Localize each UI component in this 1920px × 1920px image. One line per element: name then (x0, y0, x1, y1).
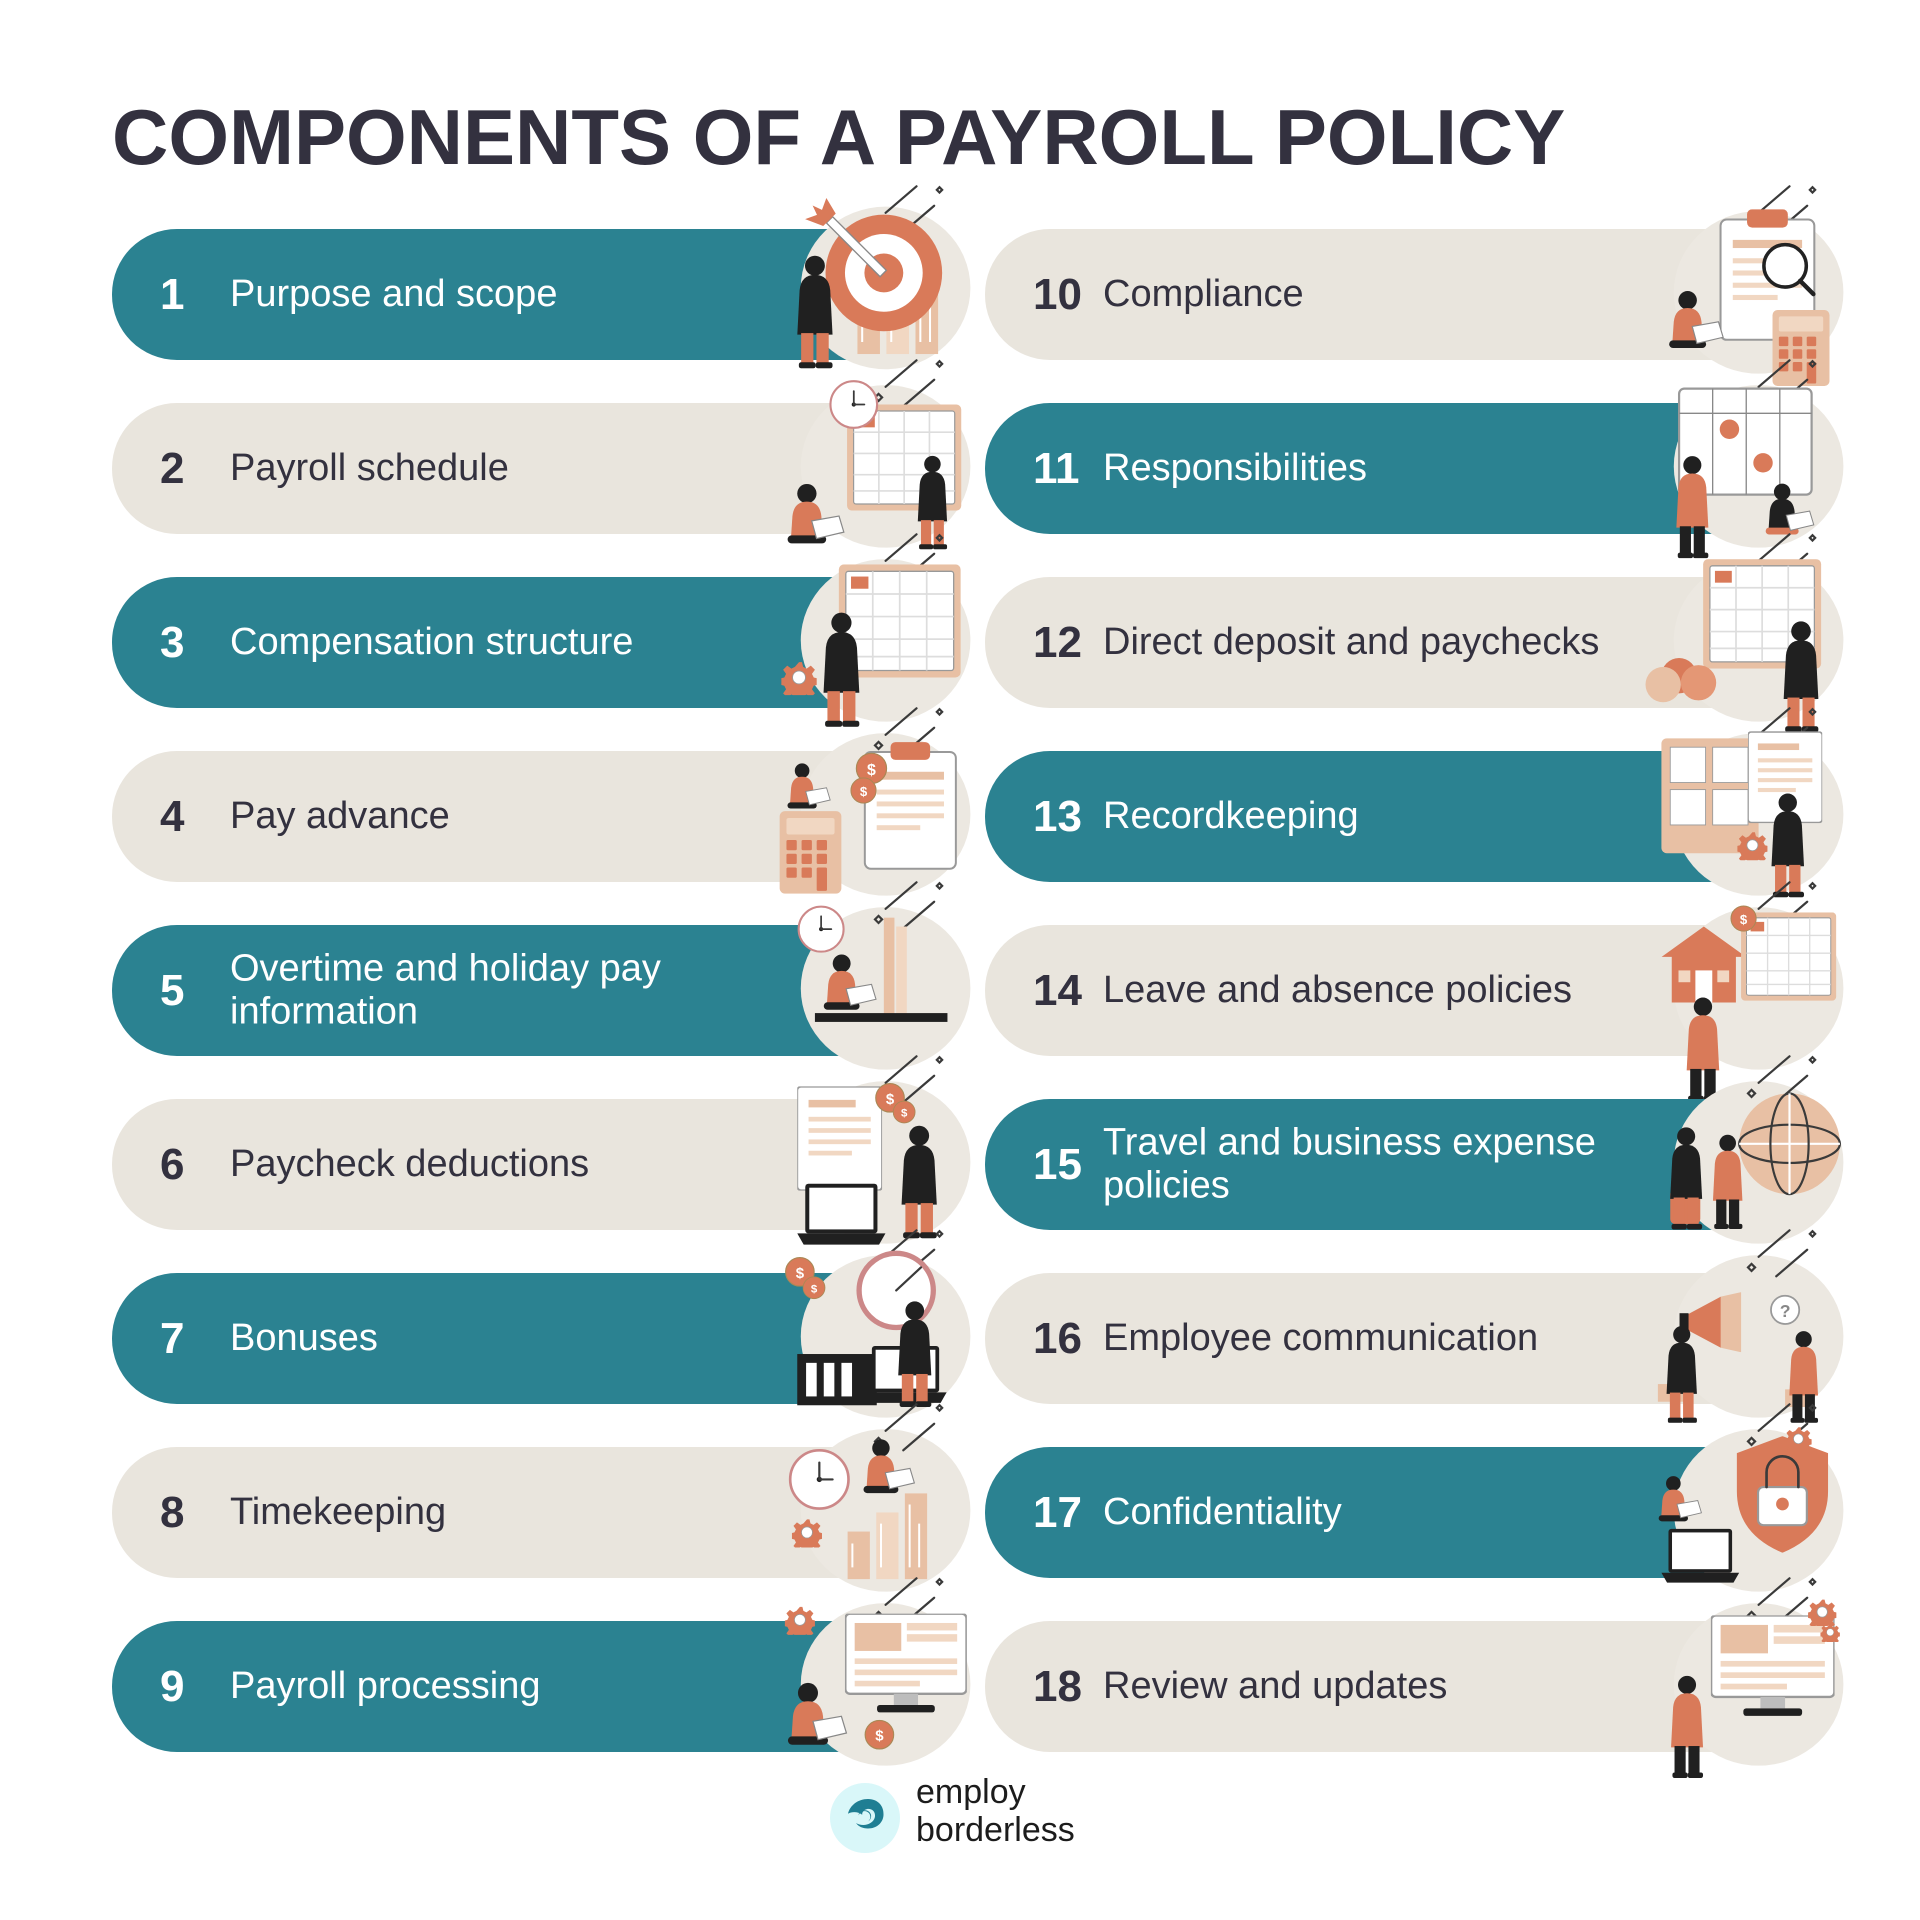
svg-text:?: ? (1780, 1300, 1791, 1320)
